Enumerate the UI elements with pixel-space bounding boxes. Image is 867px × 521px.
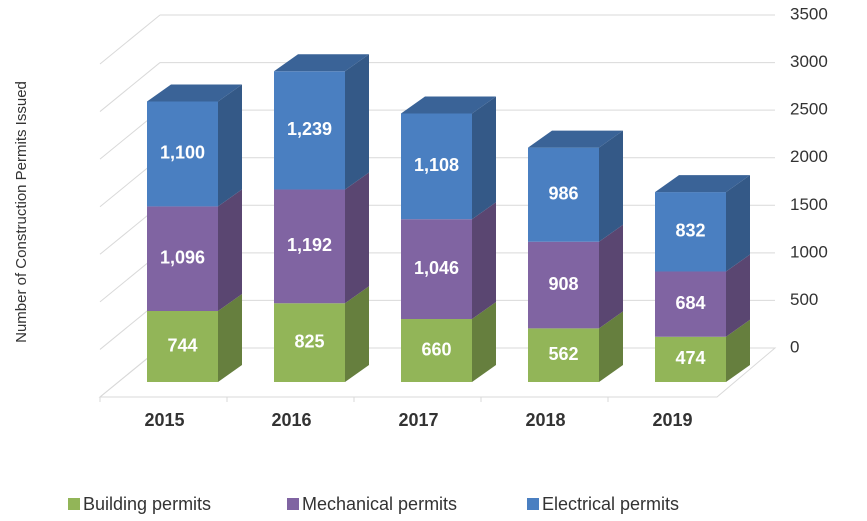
- value-label: 1,192: [287, 235, 332, 255]
- grid-line-side: [99, 62, 161, 112]
- legend-label: Building permits: [83, 494, 211, 514]
- y-tick-label: 2000: [790, 147, 828, 166]
- x-tick-label: 2018: [525, 410, 565, 430]
- x-tick-label: 2015: [144, 410, 184, 430]
- bar-side: [218, 189, 242, 312]
- bar-segment: [274, 71, 345, 190]
- value-label: 1,100: [160, 143, 205, 163]
- bar-segment: [147, 101, 218, 207]
- bar-segment: [655, 192, 726, 272]
- bar-side: [726, 175, 750, 272]
- bar-side: [726, 319, 750, 382]
- bar-side: [726, 254, 750, 337]
- value-label: 825: [294, 331, 324, 351]
- y-tick-label: 1000: [790, 242, 828, 261]
- x-tick-label: 2017: [398, 410, 438, 430]
- bar-segment: [655, 336, 726, 382]
- value-label: 1,108: [414, 155, 459, 175]
- bar-side: [472, 302, 496, 382]
- y-tick-label: 0: [790, 337, 799, 356]
- legend-swatch: [68, 498, 80, 510]
- value-label: 1,046: [414, 258, 459, 278]
- value-label: 474: [675, 348, 705, 368]
- y-tick-label: 1500: [790, 195, 828, 214]
- value-label: 562: [548, 344, 578, 364]
- legend-label: Mechanical permits: [302, 494, 457, 514]
- x-tick-label: 2019: [652, 410, 692, 430]
- bar-side: [345, 286, 369, 382]
- bar-side: [599, 311, 623, 382]
- legend-swatch: [287, 498, 299, 510]
- bar-side: [599, 224, 623, 329]
- y-tick-label: 2500: [790, 100, 828, 119]
- bar-side: [218, 84, 242, 207]
- bar-segment: [528, 328, 599, 382]
- bar-segment: [401, 113, 472, 220]
- legend-label: Electrical permits: [542, 494, 679, 514]
- bar-top: [528, 130, 623, 148]
- bar-side: [345, 172, 369, 304]
- bar-segment: [274, 189, 345, 304]
- value-label: 832: [675, 221, 705, 241]
- bar-top: [274, 54, 369, 72]
- bar-segment: [655, 271, 726, 337]
- bar-segment: [401, 219, 472, 320]
- y-axis-label: Number of Construction Permits Issued: [13, 81, 30, 343]
- value-label: 986: [548, 183, 578, 203]
- y-tick-label: 3500: [790, 4, 828, 23]
- bar-top: [147, 84, 242, 102]
- x-tick-label: 2016: [271, 410, 311, 430]
- value-label: 660: [421, 339, 451, 359]
- value-label: 1,096: [160, 247, 205, 267]
- bar-segment: [401, 319, 472, 382]
- legend-swatch: [527, 498, 539, 510]
- bar-side: [345, 54, 369, 190]
- bar-segment: [147, 206, 218, 312]
- bar-side: [472, 96, 496, 220]
- bar-segment: [147, 311, 218, 382]
- value-label: 908: [548, 274, 578, 294]
- value-label: 1,239: [287, 119, 332, 139]
- y-tick-label: 3000: [790, 52, 828, 71]
- bar-top: [401, 96, 496, 114]
- bar-side: [218, 294, 242, 382]
- bar-top: [655, 175, 750, 193]
- bar-segment: [274, 303, 345, 382]
- value-label: 684: [675, 293, 705, 313]
- y-tick-label: 500: [790, 290, 818, 309]
- value-label: 744: [167, 335, 197, 355]
- grid-line-side: [99, 14, 161, 65]
- bar-segment: [528, 241, 599, 329]
- bar-segment: [528, 147, 599, 242]
- bar-side: [599, 130, 623, 242]
- bar-side: [472, 202, 496, 320]
